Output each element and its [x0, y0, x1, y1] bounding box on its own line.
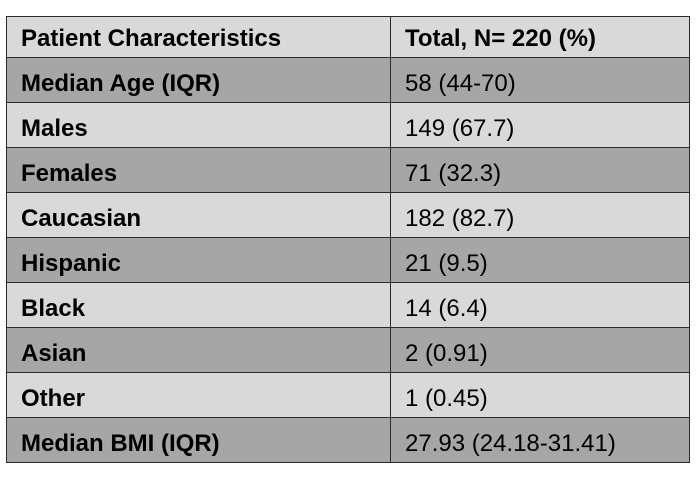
- row-label-hispanic: Hispanic: [6, 237, 391, 283]
- row-label-males: Males: [6, 102, 391, 148]
- table-row: Median BMI (IQR) 27.93 (24.18-31.41): [6, 417, 690, 463]
- row-value-black: 14 (6.4): [390, 282, 690, 328]
- row-label-caucasian: Caucasian: [6, 192, 391, 238]
- row-label-black: Black: [6, 282, 391, 328]
- row-value-median-bmi: 27.93 (24.18-31.41): [390, 417, 690, 463]
- row-value-caucasian: 182 (82.7): [390, 192, 690, 238]
- row-value-asian: 2 (0.91): [390, 327, 690, 373]
- table-row: Asian 2 (0.91): [6, 327, 690, 373]
- row-label-other: Other: [6, 372, 391, 418]
- table-row: Black 14 (6.4): [6, 282, 690, 328]
- table-row: Males 149 (67.7): [6, 102, 690, 148]
- row-value-median-age: 58 (44-70): [390, 57, 690, 103]
- table-header-row: Patient Characteristics Total, N= 220 (%…: [6, 16, 690, 58]
- row-label-median-age: Median Age (IQR): [6, 57, 391, 103]
- patient-characteristics-table: Patient Characteristics Total, N= 220 (%…: [6, 16, 690, 463]
- row-value-other: 1 (0.45): [390, 372, 690, 418]
- table-row: Median Age (IQR) 58 (44-70): [6, 57, 690, 103]
- row-value-males: 149 (67.7): [390, 102, 690, 148]
- row-value-females: 71 (32.3): [390, 147, 690, 193]
- header-patient-characteristics: Patient Characteristics: [6, 16, 391, 58]
- row-label-asian: Asian: [6, 327, 391, 373]
- table-row: Females 71 (32.3): [6, 147, 690, 193]
- row-label-median-bmi: Median BMI (IQR): [6, 417, 391, 463]
- patient-characteristics-table-container: Patient Characteristics Total, N= 220 (%…: [6, 16, 690, 463]
- header-total: Total, N= 220 (%): [390, 16, 690, 58]
- row-label-females: Females: [6, 147, 391, 193]
- table-row: Hispanic 21 (9.5): [6, 237, 690, 283]
- table-row: Other 1 (0.45): [6, 372, 690, 418]
- table-row: Caucasian 182 (82.7): [6, 192, 690, 238]
- row-value-hispanic: 21 (9.5): [390, 237, 690, 283]
